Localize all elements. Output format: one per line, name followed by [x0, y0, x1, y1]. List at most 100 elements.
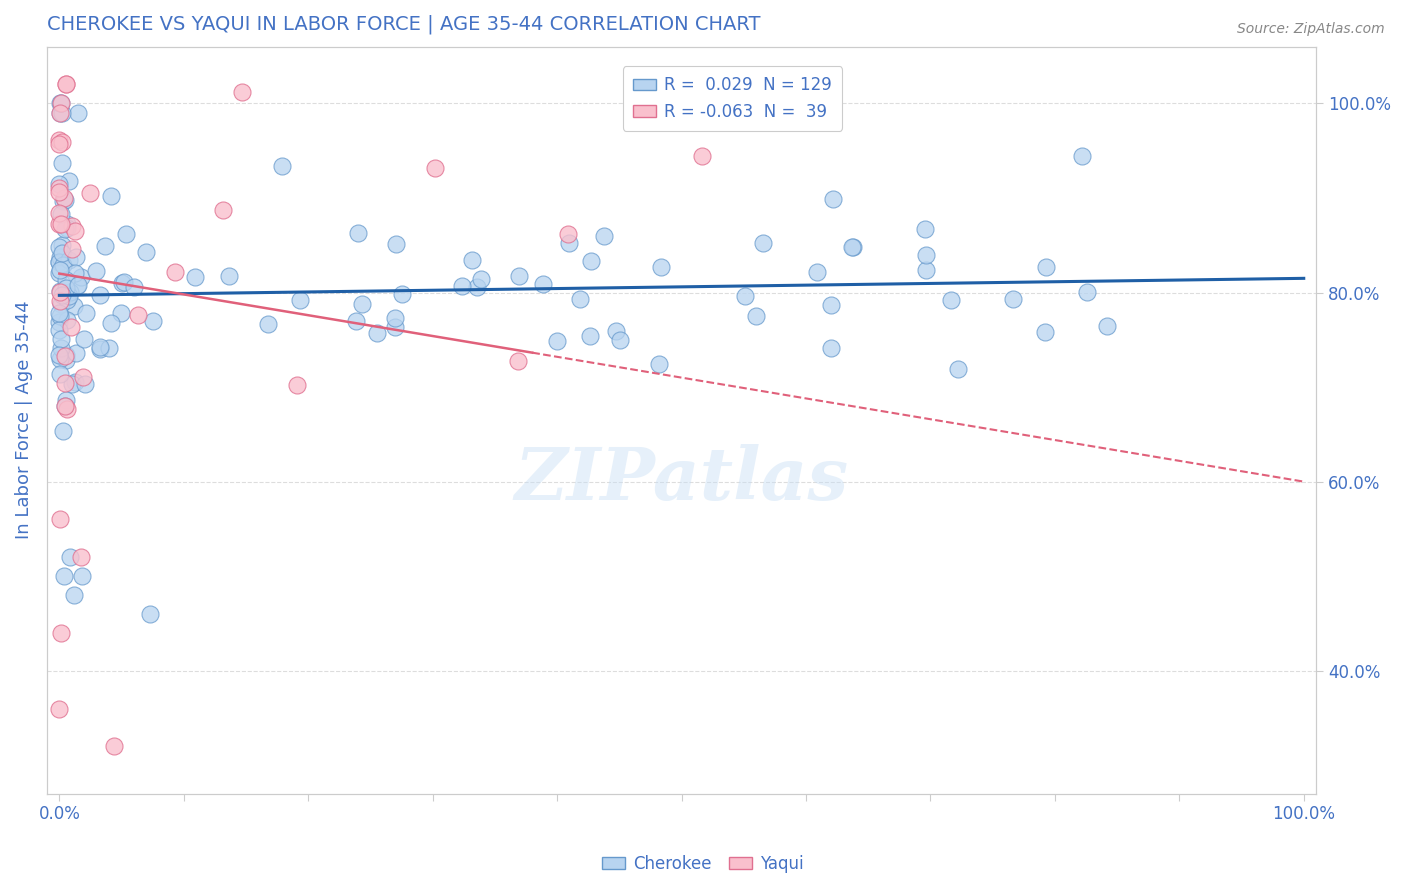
Point: [103, 739, 125, 754]
Point: [65, 279, 87, 293]
Point: [49, 293, 72, 308]
Point: [285, 378, 308, 392]
Point: [56, 287, 79, 301]
Point: [231, 86, 253, 100]
Point: [592, 228, 614, 243]
Point: [51, 96, 73, 111]
Point: [806, 265, 828, 279]
Point: [270, 159, 292, 173]
Point: [72, 370, 94, 384]
Point: [914, 222, 936, 236]
Point: [49, 297, 72, 311]
Point: [915, 248, 938, 262]
Point: [55, 312, 77, 326]
Point: [89, 340, 111, 354]
Point: [135, 245, 157, 260]
Point: [52, 424, 75, 438]
Point: [111, 277, 134, 291]
Point: [63, 300, 86, 314]
Point: [52, 258, 75, 272]
Point: [451, 279, 474, 293]
Point: [49, 106, 72, 120]
Point: [142, 314, 165, 328]
Point: [385, 236, 408, 251]
Point: [84, 264, 107, 278]
Point: [48, 186, 70, 200]
Point: [344, 314, 367, 328]
Point: [288, 293, 311, 308]
Point: [100, 317, 122, 331]
Point: [48, 323, 70, 337]
Point: [63, 266, 86, 280]
Point: [55, 293, 77, 307]
Point: [60, 377, 83, 392]
Point: [53, 349, 76, 363]
Point: [48, 367, 70, 381]
Point: [1001, 292, 1024, 306]
Point: [59, 285, 82, 299]
Point: [59, 550, 82, 565]
Point: [48, 305, 70, 319]
Point: [79, 186, 101, 200]
Point: [60, 242, 83, 256]
Point: [73, 332, 96, 346]
Point: [55, 78, 77, 92]
Point: [51, 246, 73, 260]
Point: [114, 276, 136, 290]
Point: [558, 235, 581, 250]
Point: [48, 96, 70, 111]
Point: [49, 332, 72, 346]
Point: [122, 280, 145, 294]
Point: [48, 284, 70, 298]
Point: [163, 264, 186, 278]
Point: [1033, 325, 1056, 339]
Point: [53, 222, 76, 236]
Point: [48, 315, 70, 329]
Text: CHEROKEE VS YAQUI IN LABOR FORCE | AGE 35-44 CORRELATION CHART: CHEROKEE VS YAQUI IN LABOR FORCE | AGE 3…: [46, 15, 761, 35]
Text: Source: ZipAtlas.com: Source: ZipAtlas.com: [1237, 22, 1385, 37]
Point: [65, 251, 87, 265]
Point: [470, 272, 492, 286]
Point: [65, 224, 87, 238]
Point: [58, 174, 80, 188]
Point: [48, 255, 70, 269]
Point: [55, 392, 77, 407]
Point: [48, 206, 70, 220]
Point: [579, 329, 602, 343]
Point: [48, 133, 70, 147]
Point: [48, 255, 70, 269]
Point: [55, 353, 77, 368]
Point: [391, 287, 413, 301]
Point: [51, 288, 73, 302]
Point: [56, 217, 79, 231]
Point: [218, 268, 240, 283]
Point: [55, 399, 77, 413]
Point: [650, 260, 672, 275]
Point: [60, 219, 83, 234]
Point: [425, 161, 447, 176]
Point: [49, 250, 72, 264]
Point: [211, 203, 233, 218]
Point: [384, 310, 406, 325]
Point: [48, 217, 70, 231]
Point: [98, 342, 121, 356]
Text: ZIPatlas: ZIPatlas: [515, 444, 849, 516]
Point: [48, 266, 70, 280]
Point: [914, 262, 936, 277]
Point: [366, 326, 388, 340]
Point: [946, 362, 969, 376]
Point: [820, 341, 842, 355]
Point: [939, 293, 962, 308]
Y-axis label: In Labor Force | Age 35-44: In Labor Force | Age 35-44: [15, 301, 32, 540]
Point: [59, 320, 82, 334]
Point: [752, 235, 775, 250]
Legend: R =  0.029  N = 129, R = -0.063  N =  39: R = 0.029 N = 129, R = -0.063 N = 39: [623, 66, 842, 130]
Point: [842, 240, 865, 254]
Point: [48, 106, 70, 120]
Point: [70, 569, 93, 583]
Point: [53, 569, 76, 583]
Point: [49, 626, 72, 640]
Point: [1095, 319, 1118, 334]
Point: [65, 376, 87, 390]
Point: [49, 309, 72, 323]
